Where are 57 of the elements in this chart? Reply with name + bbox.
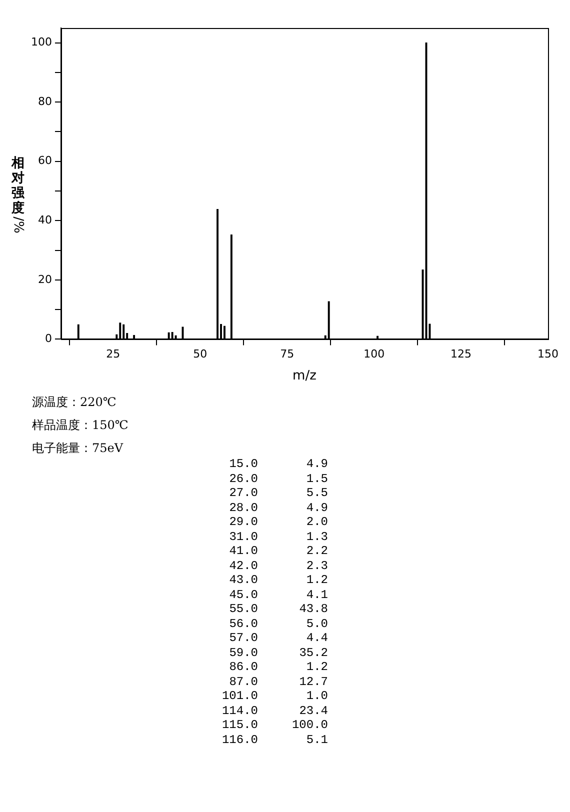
data-label: 2.2 — [305, 544, 328, 558]
data-label: 4.4 — [305, 631, 328, 646]
y-axis-title: 相对强度/% — [10, 156, 26, 234]
category-label: 87.0 — [228, 674, 258, 689]
category-label: 41.0 — [228, 544, 258, 558]
category-label: 43.0 — [228, 573, 258, 588]
data-label: 1.2 — [305, 660, 328, 674]
category-label: 57.0 — [228, 631, 258, 646]
category-label: 56.0 — [228, 616, 258, 631]
data-label: 100.0 — [290, 718, 328, 732]
data-label: 1.5 — [305, 472, 328, 486]
x-tick-label: 100 — [364, 348, 385, 361]
category-label: 101.0 — [220, 689, 258, 704]
category-label: 115.0 — [220, 718, 258, 732]
category-label: 31.0 — [228, 530, 258, 544]
category-label: 26.0 — [228, 472, 258, 486]
data-label: 12.7 — [298, 674, 328, 689]
data-label: 23.4 — [298, 704, 328, 718]
text: 电子能量：75eV — [32, 440, 124, 457]
x-tick-label: 50 — [193, 348, 208, 361]
category-label: 116.0 — [220, 732, 258, 747]
x-tick-label: 75 — [280, 348, 294, 361]
y-tick-label: 80 — [38, 94, 52, 108]
y-tick-label: 100 — [30, 36, 52, 49]
x-tick-label: 125 — [450, 348, 472, 361]
category-label: 15.0 — [228, 457, 258, 472]
text: 源温度：220℃ — [32, 394, 118, 411]
text: 样品温度：150℃ — [32, 417, 130, 434]
data-label: 1.3 — [305, 530, 328, 544]
data-label: 35.2 — [298, 646, 328, 660]
x-axis-title: m/z — [292, 368, 317, 384]
x-tick-label: 25 — [106, 348, 120, 361]
y-tick-label: 20 — [38, 272, 52, 286]
data-label: 4.9 — [305, 457, 328, 472]
data-label: 5.1 — [305, 732, 328, 747]
category-label: 59.0 — [228, 646, 258, 660]
data-label: 5.0 — [305, 616, 328, 631]
category-label: 86.0 — [228, 660, 258, 674]
y-tick-label: 0 — [44, 332, 52, 346]
data-label: 2.0 — [305, 515, 328, 530]
category-label: 27.0 — [228, 486, 258, 500]
y-tick-label: 60 — [38, 154, 52, 168]
category-label: 28.0 — [228, 500, 258, 515]
category-label: 114.0 — [220, 704, 258, 718]
data-label: 43.8 — [298, 602, 328, 616]
data-label: 4.9 — [305, 500, 328, 515]
x-tick-label: 150 — [538, 348, 558, 361]
category-label: 45.0 — [228, 588, 258, 602]
data-label: 1.0 — [305, 689, 328, 704]
category-label: 55.0 — [228, 602, 258, 616]
category-label: 42.0 — [228, 558, 258, 573]
data-label: 5.5 — [305, 486, 328, 500]
data-label: 4.1 — [305, 588, 328, 602]
data-label: 1.2 — [305, 573, 328, 588]
y-tick-label: 40 — [38, 214, 52, 227]
category-label: 29.0 — [228, 515, 258, 530]
data-label: 2.3 — [305, 558, 328, 573]
